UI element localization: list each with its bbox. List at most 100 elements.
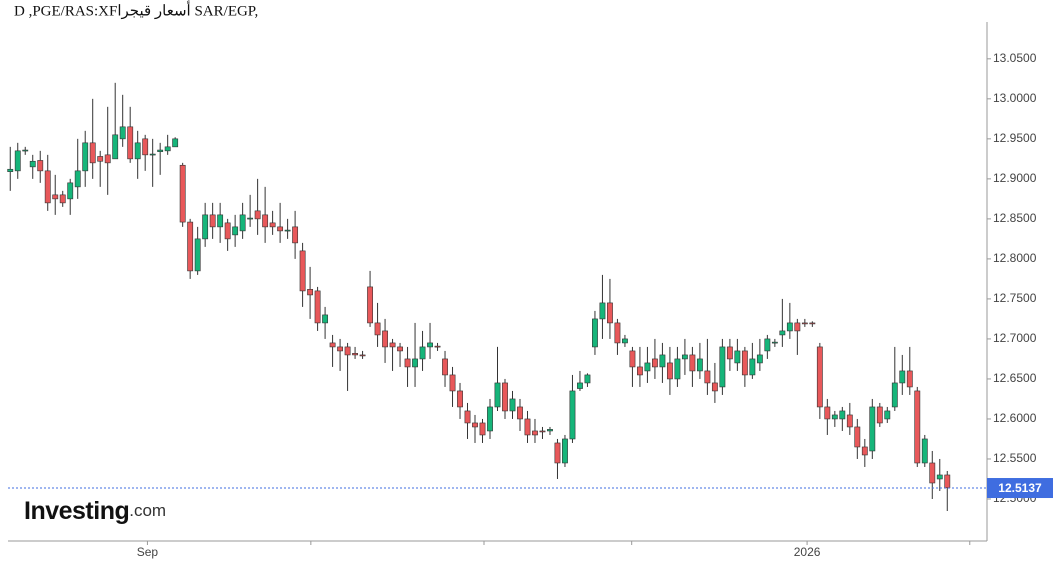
candle-body [359, 354, 366, 357]
y-tick-label: 12.7000 [993, 331, 1037, 345]
candle-body [517, 406, 523, 420]
candle [786, 302, 793, 339]
candle-body [464, 410, 471, 424]
candle-body [539, 430, 546, 433]
candle [659, 342, 666, 383]
candle [599, 274, 606, 339]
candle-body [434, 345, 441, 348]
candle [517, 398, 523, 431]
watermark-brand: Investing.com [24, 497, 166, 525]
candle [607, 278, 613, 339]
candle-body [59, 194, 66, 204]
candle [674, 346, 681, 387]
candle-body [569, 390, 576, 440]
candle-body [644, 362, 651, 372]
candle-body [509, 398, 516, 412]
candle-body [44, 170, 51, 204]
candle-body [269, 222, 276, 228]
candle-body [374, 322, 381, 336]
candle-body [427, 342, 433, 348]
candle-body [254, 210, 261, 220]
candle-body [239, 214, 246, 232]
candle-body [577, 382, 583, 389]
candle-body [292, 226, 299, 244]
candle [584, 373, 591, 387]
candle [906, 346, 913, 395]
candle-body [914, 390, 921, 464]
candle [719, 338, 726, 395]
candle [217, 202, 224, 243]
candle [921, 434, 928, 467]
candle-body [307, 289, 314, 296]
candle-body [831, 414, 838, 420]
candle [539, 426, 546, 439]
candle [247, 194, 254, 227]
y-tick-label: 12.6500 [993, 371, 1037, 385]
candle-body [622, 338, 628, 344]
candle-body [607, 302, 613, 324]
last-price-box [987, 478, 1053, 499]
candle-body [329, 342, 336, 348]
candle [404, 346, 411, 387]
candle-body [337, 346, 344, 352]
x-tick-label: Sep [137, 545, 159, 559]
candle-body [37, 160, 44, 172]
candle [359, 350, 366, 359]
candle [52, 174, 59, 215]
candle [262, 186, 269, 243]
candle [726, 338, 733, 371]
candle-body [824, 406, 831, 420]
candle-body [944, 474, 951, 489]
candle-body [412, 358, 418, 368]
candle-body [202, 214, 209, 240]
candle [449, 366, 456, 407]
candle-body [494, 382, 501, 408]
candle [869, 398, 876, 459]
candle [59, 190, 66, 207]
candle [936, 458, 943, 491]
candle-body [322, 314, 329, 324]
candle [164, 134, 171, 155]
candle-body [899, 370, 906, 384]
candle [299, 242, 306, 307]
candle [292, 210, 299, 259]
candle [314, 286, 321, 331]
candle-body [389, 342, 396, 348]
candle-body [719, 346, 726, 388]
candle-body [584, 374, 591, 384]
candle [562, 434, 568, 467]
candle [427, 322, 433, 359]
candle [622, 334, 628, 347]
candle-body [599, 302, 606, 320]
candle-body [524, 418, 531, 436]
candle [412, 322, 418, 387]
candle-body [696, 358, 703, 372]
candle-body [382, 330, 388, 348]
candle-body [419, 346, 426, 360]
candle-body [104, 154, 111, 164]
candle-body [704, 370, 711, 384]
candle-body [112, 134, 119, 160]
candle-body [344, 346, 351, 356]
candle-body [554, 442, 561, 464]
candle [442, 350, 448, 387]
candle [232, 214, 239, 247]
y-tick-label: 12.8000 [993, 251, 1037, 265]
candle [509, 390, 516, 419]
candle [307, 266, 314, 319]
candle-body [277, 226, 284, 232]
candle [502, 378, 508, 419]
candle-body [906, 370, 913, 388]
candle-body [487, 406, 493, 432]
x-tick-label: 2026 [794, 545, 821, 559]
candle [704, 338, 711, 395]
candle-body [532, 430, 538, 436]
candle-body [929, 462, 936, 484]
candle [944, 470, 951, 511]
candle [239, 202, 246, 239]
candle [29, 154, 36, 179]
candle-body [224, 222, 231, 240]
candle-body [472, 422, 478, 428]
candle-body [741, 350, 748, 376]
candle [891, 346, 898, 411]
